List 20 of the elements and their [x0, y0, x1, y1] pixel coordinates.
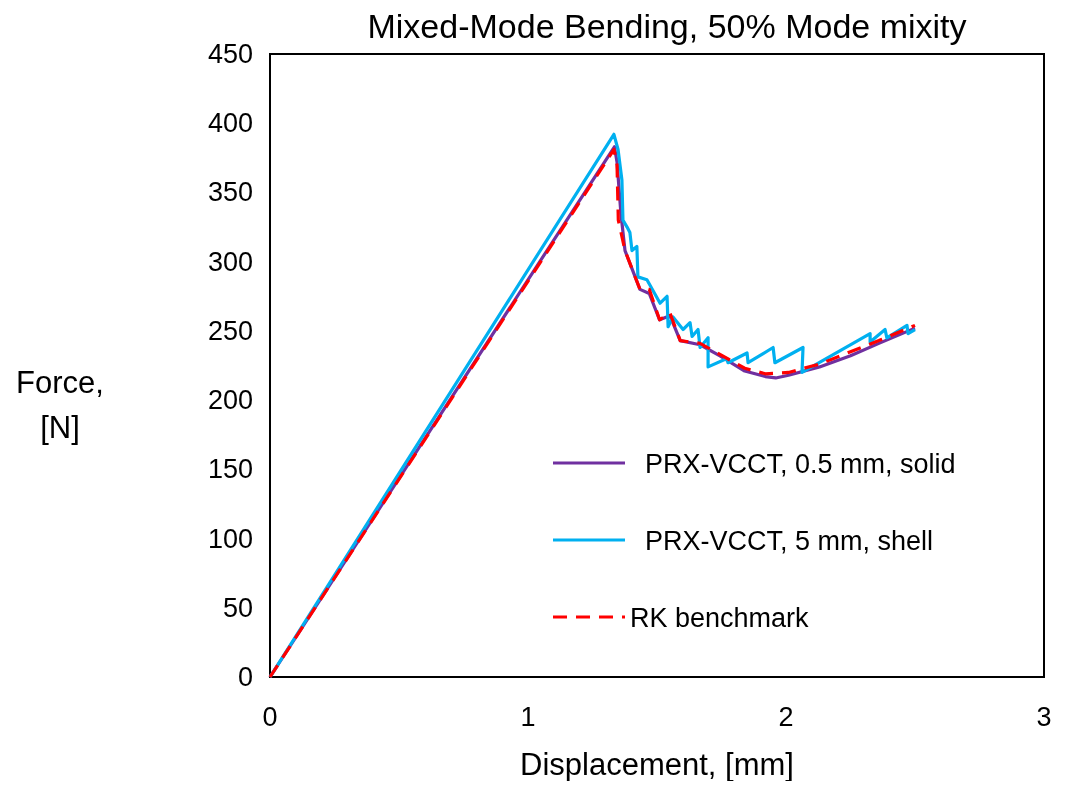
- legend-label: PRX-VCCT, 5 mm, shell: [645, 526, 934, 556]
- x-tick-label: 3: [1036, 702, 1052, 732]
- x-axis-title: Displacement, [mm]: [520, 747, 794, 782]
- y-tick-label: 450: [207, 39, 253, 69]
- y-axis-title: Force, [N]: [16, 365, 104, 445]
- y-tick-label: 400: [207, 108, 253, 139]
- x-tick-label: 1: [520, 702, 536, 732]
- legend-label: PRX-VCCT, 0.5 mm, solid: [645, 449, 956, 479]
- y-tick-label: 300: [207, 246, 253, 277]
- y-tick-label: 350: [207, 177, 253, 208]
- legend-label: RK benchmark: [630, 603, 810, 633]
- x-tick-label: 2: [778, 702, 794, 732]
- y-tick-label: 50: [222, 592, 253, 623]
- chart-title: Mixed-Mode Bending, 50% Mode mixity: [367, 7, 967, 45]
- y-tick-label: 200: [207, 385, 253, 416]
- y-tick-label: 250: [207, 315, 253, 346]
- x-tick-label: 0: [262, 702, 278, 732]
- y-tick-label: 100: [207, 523, 253, 554]
- y-tick-label: 150: [207, 454, 253, 485]
- y-tick-label: 0: [237, 662, 253, 692]
